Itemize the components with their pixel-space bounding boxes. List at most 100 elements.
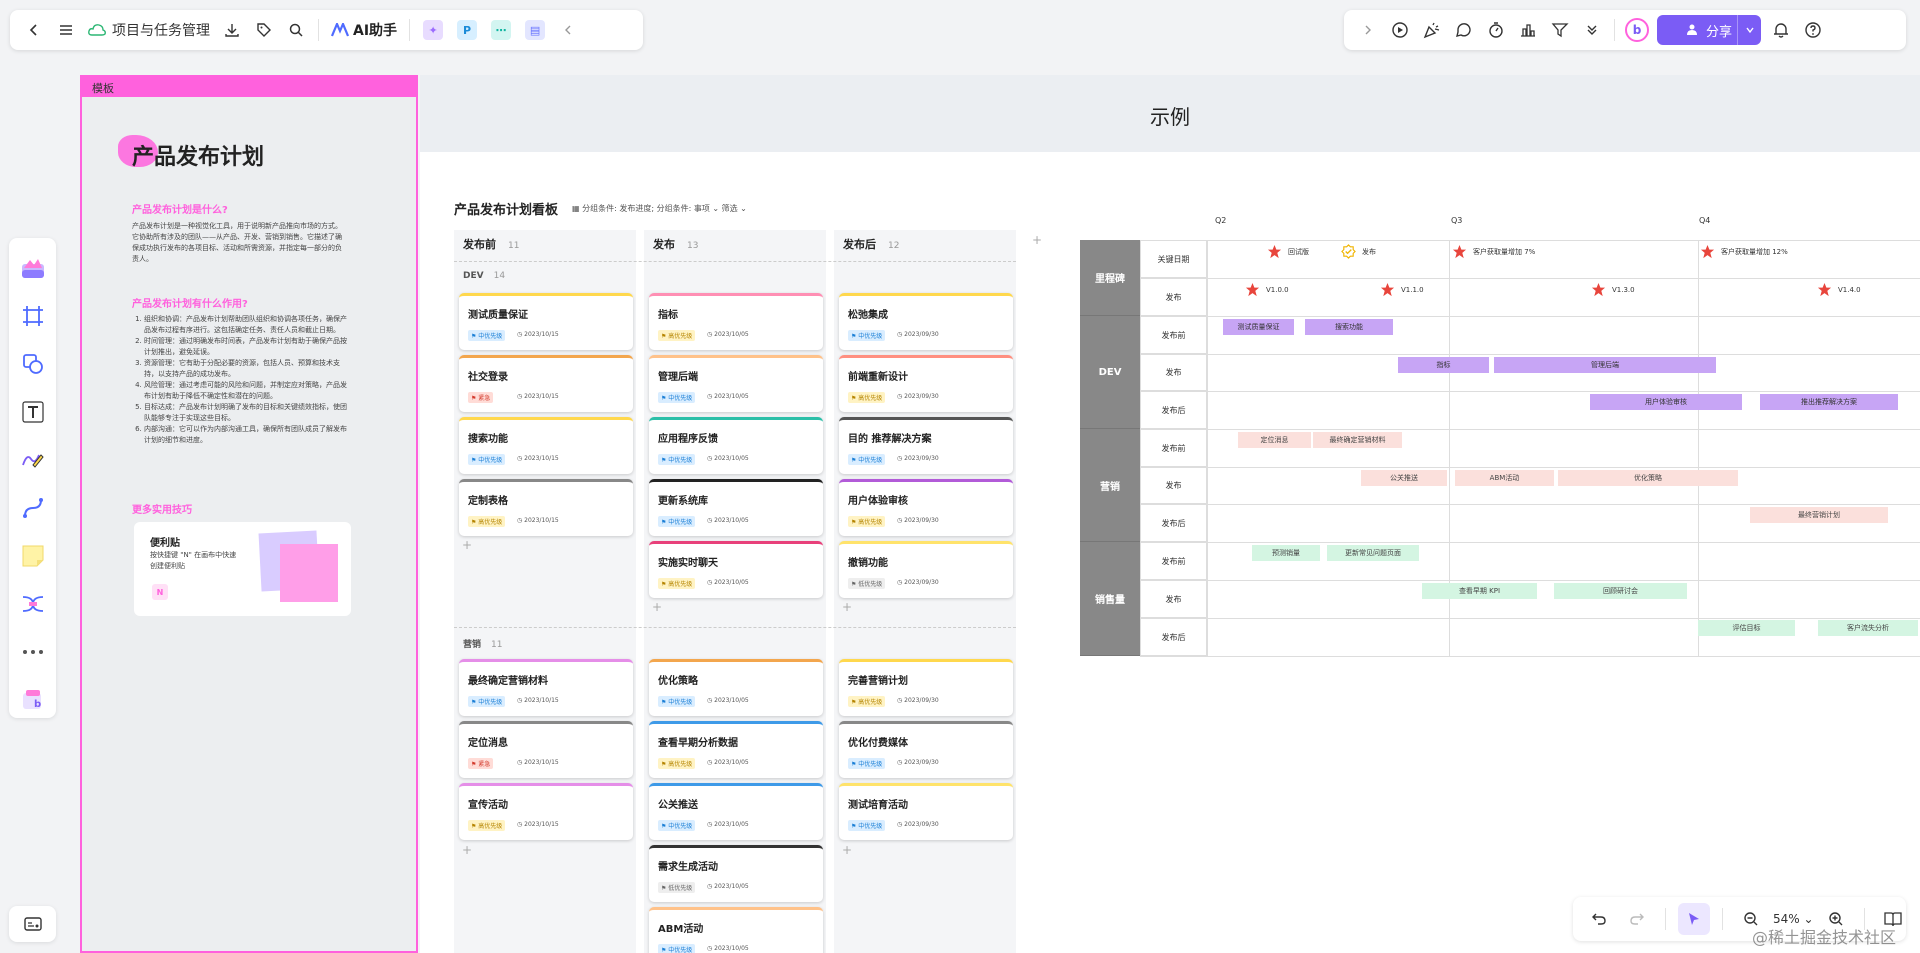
gantt-bar[interactable]: 定位消息: [1238, 432, 1311, 448]
milestone[interactable]: 客户获取量增加 12%: [1700, 244, 1788, 259]
undo-icon[interactable]: [1583, 903, 1615, 935]
gantt-bar[interactable]: 管理后端: [1494, 357, 1716, 373]
add-card-icon[interactable]: +: [842, 600, 853, 614]
comment-icon[interactable]: [1448, 14, 1480, 46]
kanban-card[interactable]: ABM活动 ⚑ 中优先级 ◷ 2023/10/05: [649, 907, 823, 953]
frame-tool-icon[interactable]: [13, 292, 53, 340]
sticky-note-icon[interactable]: [13, 532, 53, 580]
select-tool-icon[interactable]: [1678, 903, 1710, 935]
milestone[interactable]: V1.4.0: [1817, 282, 1861, 297]
share-button[interactable]: 分享: [1657, 15, 1761, 45]
user-avatar[interactable]: b: [1621, 14, 1653, 46]
book-icon[interactable]: [1877, 903, 1909, 935]
bell-icon[interactable]: [1765, 14, 1797, 46]
gantt-bar[interactable]: ABM活动: [1455, 470, 1554, 486]
gantt-bar[interactable]: 搜索功能: [1305, 319, 1393, 335]
milestone[interactable]: 发布: [1341, 244, 1376, 259]
kanban-card[interactable]: 搜索功能 ⚑ 中优先级 ◷ 2023/10/15: [459, 417, 633, 474]
milestone[interactable]: V1.1.0: [1380, 282, 1424, 297]
milestone[interactable]: 客户获取量增加 7%: [1452, 244, 1535, 259]
kanban-card[interactable]: 完善营销计划 ⚑ 高优先级 ◷ 2023/09/30: [839, 659, 1013, 716]
kanban-card[interactable]: 优化策略 ⚑ 中优先级 ◷ 2023/10/05: [649, 659, 823, 716]
back-icon[interactable]: [18, 14, 50, 46]
chat-plugin-icon[interactable]: ▤: [525, 20, 546, 40]
kanban-card[interactable]: 社交登录 ⚑ 紧急 ◷ 2023/10/15: [459, 355, 633, 412]
kanban-card[interactable]: 撤销功能 ⚑ 低优先级 ◷ 2023/09/30: [839, 541, 1013, 598]
kanban-card[interactable]: 公关推送 ⚑ 中优先级 ◷ 2023/10/05: [649, 783, 823, 840]
gantt-bar[interactable]: 查看早期 KPI: [1422, 583, 1537, 599]
gantt-bar[interactable]: 推出推荐解决方案: [1760, 394, 1898, 410]
milestone[interactable]: V1.0.0: [1245, 282, 1289, 297]
gantt-bar[interactable]: 优化策略: [1558, 470, 1738, 486]
vote-icon[interactable]: [1512, 14, 1544, 46]
play-icon[interactable]: [1384, 14, 1416, 46]
kanban-card[interactable]: 更新系统库 ⚑ 中优先级 ◷ 2023/10/05: [649, 479, 823, 536]
gantt-bar[interactable]: 预测销量: [1252, 545, 1320, 561]
plugin-icon[interactable]: b: [13, 676, 53, 724]
tag-icon[interactable]: [248, 14, 280, 46]
more-chevrons-icon[interactable]: [1576, 14, 1608, 46]
milestone[interactable]: V1.3.0: [1591, 282, 1635, 297]
kanban-card[interactable]: 宣传活动 ⚑ 高优先级 ◷ 2023/10/15: [459, 783, 633, 840]
shape-tool-icon[interactable]: [13, 340, 53, 388]
timer-icon[interactable]: [1480, 14, 1512, 46]
gantt-bar[interactable]: 测试质量保证: [1223, 319, 1294, 335]
kanban-card[interactable]: 松弛集成 ⚑ 中优先级 ◷ 2023/09/30: [839, 293, 1013, 350]
kanban-card[interactable]: 应用程序反馈 ⚑ 中优先级 ◷ 2023/10/05: [649, 417, 823, 474]
flow-plugin-icon[interactable]: ⋯: [491, 20, 512, 40]
p-plugin-icon[interactable]: P: [457, 20, 478, 40]
gantt-bar[interactable]: 客户流失分析: [1818, 620, 1918, 636]
add-column-icon[interactable]: +: [1032, 233, 1043, 247]
gantt-bar[interactable]: 指标: [1398, 357, 1489, 373]
chevron-down-icon[interactable]: [1737, 15, 1761, 45]
download-icon[interactable]: [216, 14, 248, 46]
gantt-bar[interactable]: 回顾研讨会: [1554, 583, 1687, 599]
zoom-in-icon[interactable]: [1820, 903, 1852, 935]
redo-icon[interactable]: [1621, 903, 1653, 935]
kanban-card[interactable]: 定位消息 ⚑ 紧急 ◷ 2023/10/15: [459, 721, 633, 778]
kanban-card[interactable]: 目的 推荐解决方案 ⚑ 中优先级 ◷ 2023/09/30: [839, 417, 1013, 474]
search-icon[interactable]: [280, 14, 312, 46]
kanban-card[interactable]: 查看早期分析数据 ⚑ 高优先级 ◷ 2023/10/05: [649, 721, 823, 778]
kanban-card[interactable]: 前端重新设计 ⚑ 高优先级 ◷ 2023/09/30: [839, 355, 1013, 412]
kanban-card[interactable]: 需求生成活动 ⚑ 低优先级 ◷ 2023/10/05: [649, 845, 823, 902]
gantt-bar[interactable]: 最终营销计划: [1750, 507, 1888, 523]
connector-tool-icon[interactable]: [13, 484, 53, 532]
template-icon[interactable]: [13, 244, 53, 292]
kanban-card[interactable]: 测试质量保证 ⚑ 中优先级 ◷ 2023/10/15: [459, 293, 633, 350]
kanban-card[interactable]: 定制表格 ⚑ 高优先级 ◷ 2023/10/15: [459, 479, 633, 536]
add-card-icon[interactable]: +: [652, 600, 663, 614]
image-plugin-icon[interactable]: ✦: [423, 20, 444, 40]
gantt-bar[interactable]: 公关推送: [1361, 470, 1447, 486]
gantt-bar[interactable]: 更新常见问题页面: [1327, 545, 1419, 561]
follow-icon[interactable]: [1544, 14, 1576, 46]
add-card-icon[interactable]: +: [462, 843, 473, 857]
board-filter[interactable]: ▦ 分组条件: 发布进度; 分组条件: 事项 ⌄ 筛选 ⌄: [572, 203, 747, 214]
celebrate-icon[interactable]: [1416, 14, 1448, 46]
mindmap-tool-icon[interactable]: [13, 580, 53, 628]
kanban-card[interactable]: 用户体验审核 ⚑ 高优先级 ◷ 2023/09/30: [839, 479, 1013, 536]
milestone[interactable]: 回试版: [1267, 244, 1309, 259]
kanban-card[interactable]: 测试培育活动 ⚑ 中优先级 ◷ 2023/09/30: [839, 783, 1013, 840]
pen-tool-icon[interactable]: [13, 436, 53, 484]
text-tool-icon[interactable]: [13, 388, 53, 436]
kanban-card[interactable]: 实施实时聊天 ⚑ 高优先级 ◷ 2023/10/05: [649, 541, 823, 598]
minimap-toggle-button[interactable]: [9, 906, 56, 942]
expand-icon[interactable]: [1352, 14, 1384, 46]
template-frame[interactable]: 模板 产品发布计划 产品发布计划是什么? 产品发布计划是一种视觉化工具，用于说明…: [80, 75, 418, 953]
collapse-icon[interactable]: [552, 14, 584, 46]
kanban-card[interactable]: 管理后端 ⚑ 中优先级 ◷ 2023/10/05: [649, 355, 823, 412]
tip-card[interactable]: 便利贴 按快捷键 "N" 在画布中快速创建便利贴 N: [134, 522, 351, 616]
kanban-card[interactable]: 最终确定营销材料 ⚑ 中优先级 ◷ 2023/10/15: [459, 659, 633, 716]
zoom-out-icon[interactable]: [1735, 903, 1767, 935]
example-frame[interactable]: 示例 产品发布计划看板 ▦ 分组条件: 发布进度; 分组条件: 事项 ⌄ 筛选 …: [420, 75, 1920, 953]
doc-title[interactable]: 项目与任务管理: [88, 20, 210, 40]
kanban-card[interactable]: 优化付费媒体 ⚑ 中优先级 ◷ 2023/09/30: [839, 721, 1013, 778]
gantt-bar[interactable]: 最终确定营销材料: [1313, 432, 1402, 448]
zoom-level[interactable]: 54% ⌄: [1773, 912, 1814, 926]
kanban-card[interactable]: 指标 ⚑ 高优先级 ◷ 2023/10/05: [649, 293, 823, 350]
gantt-bar[interactable]: 用户体验审核: [1590, 394, 1742, 410]
add-card-icon[interactable]: +: [842, 843, 853, 857]
menu-icon[interactable]: [50, 14, 82, 46]
add-card-icon[interactable]: +: [462, 538, 473, 552]
